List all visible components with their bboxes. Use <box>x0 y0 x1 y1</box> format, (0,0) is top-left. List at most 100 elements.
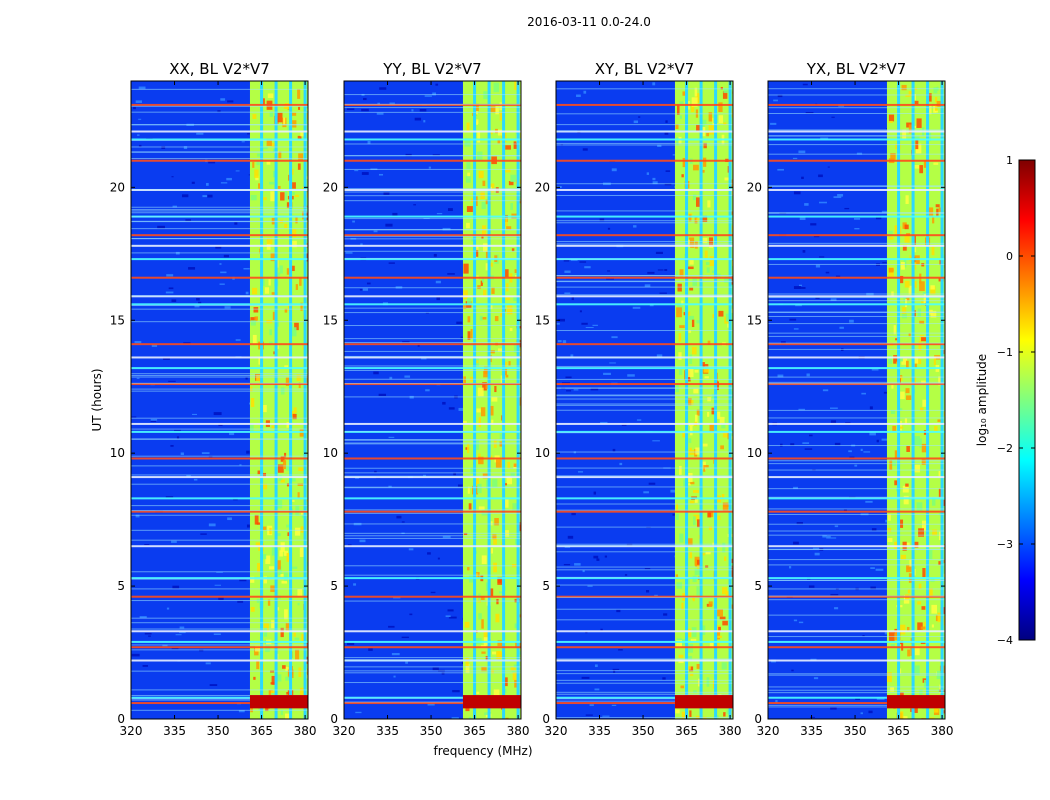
band-texture <box>467 486 470 494</box>
x-tick-label: 365 <box>463 724 486 738</box>
band-texture <box>252 161 255 168</box>
noise-speckle <box>562 340 567 344</box>
noise-speckle <box>834 607 839 610</box>
noise-speckle <box>627 374 635 377</box>
noise-speckle <box>166 607 170 610</box>
band-texture <box>917 622 923 630</box>
band-texture <box>276 112 283 123</box>
faint-row <box>556 142 733 144</box>
faint-row <box>556 673 733 675</box>
band-texture <box>718 102 723 113</box>
faint-row <box>344 257 521 259</box>
band-texture <box>922 399 927 407</box>
colorbar-label: log₁₀ amplitude <box>975 354 989 446</box>
noise-speckle <box>245 291 249 295</box>
noise-speckle <box>854 464 858 467</box>
faint-row <box>344 107 521 109</box>
band-texture <box>689 551 693 559</box>
panel-frame <box>555 80 734 720</box>
band-texture <box>912 704 918 713</box>
noise-speckle <box>453 472 456 476</box>
band-texture <box>518 192 521 199</box>
noise-speckle <box>172 205 177 208</box>
band-texture <box>719 616 726 620</box>
band-texture <box>919 320 925 324</box>
faint-row <box>768 129 945 131</box>
band-texture <box>463 263 469 274</box>
band-texture <box>513 141 518 149</box>
rfi-row <box>768 702 945 705</box>
noise-speckle <box>583 90 587 94</box>
band-texture <box>902 485 909 493</box>
band-texture <box>914 100 919 105</box>
noise-speckle <box>792 157 798 160</box>
band-texture <box>723 88 729 94</box>
faint-row <box>131 221 308 223</box>
noise-speckle <box>808 585 815 588</box>
band-texture <box>731 604 733 609</box>
band-texture <box>265 708 269 712</box>
band-texture <box>695 715 700 719</box>
band-texture <box>481 201 486 210</box>
noise-speckle <box>219 263 222 265</box>
band-texture <box>700 119 707 125</box>
faint-row <box>131 151 308 153</box>
band-texture <box>901 84 907 91</box>
x-tick-label: 320 <box>545 724 568 738</box>
band-texture <box>938 561 942 565</box>
rfi-row <box>768 430 945 433</box>
faint-row <box>768 686 945 688</box>
noise-speckle <box>571 297 574 301</box>
channel-gap <box>487 81 491 719</box>
band-texture <box>696 218 702 221</box>
noise-speckle <box>618 649 623 651</box>
band-texture <box>913 310 916 317</box>
band-texture <box>271 425 276 429</box>
faint-row <box>768 674 945 676</box>
faint-row <box>131 670 308 672</box>
noise-speckle <box>652 82 656 86</box>
y-tick-label: 15 <box>110 313 125 327</box>
band-texture <box>482 180 486 187</box>
faint-row <box>556 545 733 547</box>
noise-speckle <box>186 474 191 477</box>
band-texture <box>679 115 682 119</box>
noise-speckle <box>881 438 889 441</box>
channel-gap <box>516 81 520 719</box>
band-texture <box>723 503 729 507</box>
noise-speckle <box>133 106 136 110</box>
noise-speckle <box>183 342 191 344</box>
band-texture <box>266 138 272 146</box>
band-texture <box>901 640 904 651</box>
y-axis-label: UT (hours) <box>90 368 104 431</box>
faint-row <box>768 311 945 313</box>
faint-row <box>556 330 733 332</box>
band-texture <box>254 316 258 321</box>
band-texture <box>908 124 915 134</box>
band-texture <box>678 352 682 360</box>
faint-row <box>768 636 945 638</box>
band-texture <box>715 715 719 719</box>
band-texture <box>495 613 500 623</box>
faint-row <box>344 325 521 327</box>
noise-speckle <box>428 166 431 169</box>
noise-speckle <box>131 416 137 418</box>
faint-row <box>768 706 945 708</box>
rfi-row <box>768 646 945 649</box>
band-texture <box>675 709 680 714</box>
band-texture <box>485 383 489 389</box>
band-texture <box>724 556 727 561</box>
burst-band <box>249 695 308 709</box>
band-texture <box>686 483 691 486</box>
band-texture <box>899 711 904 719</box>
band-texture <box>943 81 945 89</box>
noise-speckle <box>672 513 675 516</box>
band-texture <box>478 417 481 428</box>
noise-speckle <box>432 154 440 156</box>
band-texture <box>257 563 261 573</box>
band-texture <box>938 470 942 477</box>
band-texture <box>687 368 694 378</box>
band-texture <box>914 464 920 473</box>
noise-speckle <box>604 555 608 558</box>
faint-row <box>344 307 521 309</box>
